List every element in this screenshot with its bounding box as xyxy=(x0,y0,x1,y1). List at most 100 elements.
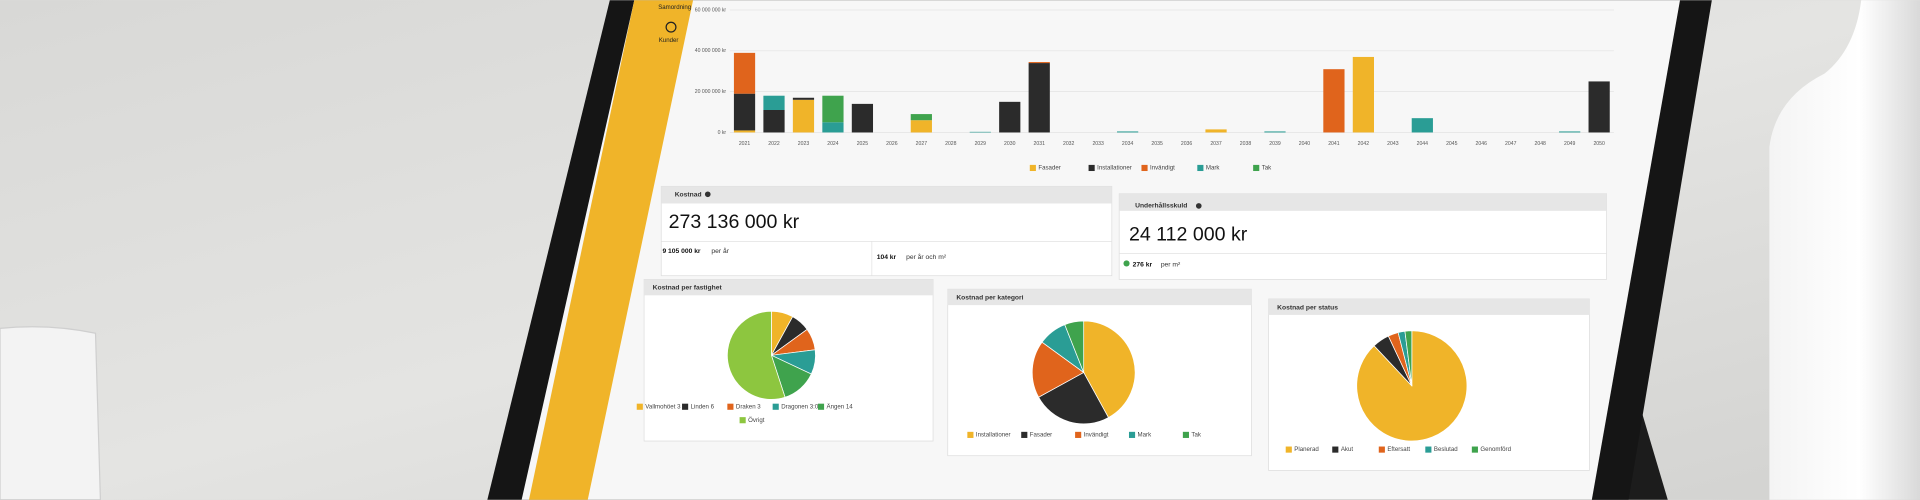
bar-segment xyxy=(763,95,785,110)
legend-swatch xyxy=(739,417,746,424)
x-tick-label: 2036 xyxy=(1181,141,1193,147)
sidebar-item[interactable]: Kunder xyxy=(659,37,679,44)
legend-swatch xyxy=(1088,164,1095,172)
legend-label[interactable]: Eftersatt xyxy=(1387,446,1410,453)
bar-segment xyxy=(1117,131,1139,133)
info-icon[interactable] xyxy=(704,191,711,198)
legend-swatch xyxy=(1285,446,1292,453)
card-title: Underhållsskuld xyxy=(1135,202,1187,210)
card-title: Kostnad per status xyxy=(1277,304,1338,311)
bar-segment xyxy=(1323,69,1345,133)
legend-swatch xyxy=(817,403,825,410)
card-total: 24 112 000 kr xyxy=(1129,223,1248,245)
pie-slice[interactable] xyxy=(1038,371,1109,425)
x-tick-label: 2031 xyxy=(1034,141,1046,147)
sidebar xyxy=(528,0,694,500)
legend-swatch xyxy=(1332,446,1339,453)
info-icon[interactable] xyxy=(1195,203,1202,209)
x-tick-label: 2050 xyxy=(1593,141,1605,147)
legend-label[interactable]: Fasader xyxy=(1038,165,1060,172)
y-tick-label: 20 000 000 kr xyxy=(695,89,727,95)
pie-slice[interactable] xyxy=(1064,320,1085,373)
bar-segment xyxy=(1028,62,1050,64)
mug xyxy=(0,326,102,500)
legend-label[interactable]: Invändigt xyxy=(1084,432,1109,439)
x-tick-label: 2035 xyxy=(1151,141,1163,147)
sidebar-item[interactable]: Samordning xyxy=(658,4,691,11)
x-tick-label: 2024 xyxy=(827,141,839,147)
stat-unit: per m² xyxy=(1161,261,1181,268)
legend-swatch xyxy=(636,403,643,410)
card-header xyxy=(1268,298,1590,315)
x-tick-label: 2032 xyxy=(1063,141,1075,147)
y-tick-label: 0 kr xyxy=(718,130,727,136)
bar-segment xyxy=(910,120,932,133)
sidebar-icon xyxy=(665,21,677,33)
bar-segment xyxy=(822,122,844,133)
bar-segment xyxy=(733,130,756,133)
pie-charts: Kostnad per fastighet Vallmohöet 3 Linden … xyxy=(636,279,1590,471)
x-tick-label: 2043 xyxy=(1387,141,1399,147)
legend-label[interactable]: Genomförd xyxy=(1480,446,1511,453)
legend-label[interactable]: Invändigt xyxy=(1150,165,1175,172)
legend-label[interactable]: Akut xyxy=(1341,446,1354,453)
legend-label[interactable]: Installationer xyxy=(976,432,1011,439)
y-tick-label: 60 000 000 kr xyxy=(695,7,727,13)
legend-label[interactable]: Draken 3 xyxy=(736,403,761,410)
x-tick-label: 2049 xyxy=(1564,141,1576,147)
pie-slice[interactable] xyxy=(1404,330,1413,386)
legend-swatch xyxy=(727,403,734,410)
x-tick-label: 2028 xyxy=(945,141,957,147)
x-tick-label: 2033 xyxy=(1092,141,1104,147)
vase xyxy=(1769,0,1920,500)
x-tick-label: 2045 xyxy=(1446,141,1458,147)
legend-label[interactable]: Vallmohöet 3 xyxy=(645,403,681,410)
x-tick-label: 2030 xyxy=(1004,141,1016,147)
bar-segment xyxy=(822,95,844,123)
bar-segment xyxy=(1264,131,1286,133)
legend-swatch xyxy=(1075,431,1082,438)
bar-segment xyxy=(1588,81,1610,133)
legend-label[interactable]: Dragonen 3:0 xyxy=(781,403,819,410)
bar-segment xyxy=(733,52,756,94)
stat-value: 9 105 000 kr xyxy=(662,248,700,255)
card-title: Kostnad xyxy=(675,192,702,199)
legend-swatch xyxy=(1021,431,1028,438)
x-tick-label: 2034 xyxy=(1122,141,1134,147)
legend-label[interactable]: Planerad xyxy=(1294,446,1318,453)
card-header xyxy=(1119,193,1607,211)
bar-segment xyxy=(969,131,991,133)
card-total: 273 136 000 kr xyxy=(669,211,800,233)
x-tick-label: 2022 xyxy=(768,141,780,147)
bar-segment xyxy=(792,97,815,100)
bar-segment xyxy=(1352,56,1374,133)
bar-segment xyxy=(763,110,785,133)
bar-segment xyxy=(733,93,756,131)
bar-segment xyxy=(1205,129,1227,133)
legend-label[interactable]: Linden 6 xyxy=(691,403,715,410)
legend-label[interactable]: Tak xyxy=(1262,165,1272,172)
legend-label[interactable]: Mark xyxy=(1206,165,1221,172)
legend-swatch xyxy=(1253,164,1260,172)
legend-label[interactable]: Tak xyxy=(1191,432,1201,439)
x-tick-label: 2046 xyxy=(1476,141,1488,147)
pie-slice[interactable] xyxy=(1083,320,1136,419)
x-tick-label: 2027 xyxy=(916,141,928,147)
legend-swatch xyxy=(1471,446,1478,453)
x-tick-label: 2029 xyxy=(975,141,987,147)
legend-swatch xyxy=(1197,164,1204,172)
legend-swatch xyxy=(682,403,689,410)
card: Kostnad 273 136 000 kr 9 105 000 kr per … xyxy=(660,185,1113,277)
legend-label[interactable]: Mark xyxy=(1138,432,1153,439)
legend-label[interactable]: Ängen 14 xyxy=(827,403,854,410)
x-tick-label: 2025 xyxy=(857,141,869,147)
card-title: Kostnad per fastighet xyxy=(653,285,723,292)
card-header xyxy=(644,279,934,296)
stat-unit: per år xyxy=(711,247,729,255)
legend-label[interactable]: Fasader xyxy=(1030,432,1052,439)
legend-label[interactable]: Beslutad xyxy=(1434,446,1458,453)
pie-slice[interactable] xyxy=(1031,341,1085,398)
legend-label[interactable]: Installationer xyxy=(1097,165,1132,172)
legend-label[interactable]: Övrigt xyxy=(748,417,765,424)
pie-slice[interactable] xyxy=(727,310,786,400)
